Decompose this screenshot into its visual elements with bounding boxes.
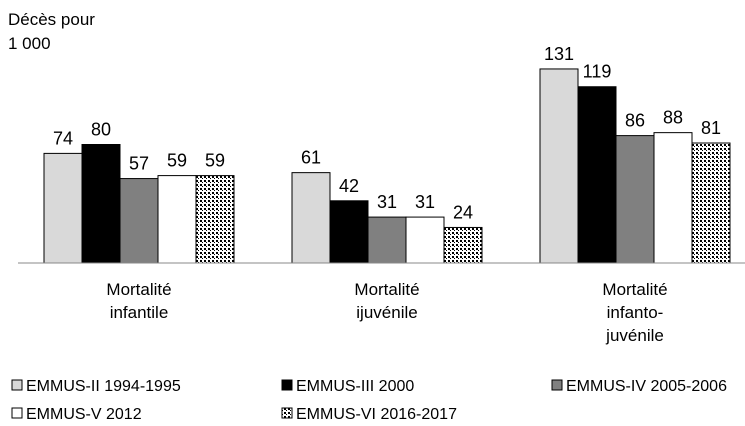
bar xyxy=(291,172,331,264)
data-label: 59 xyxy=(167,151,187,171)
legend-swatch xyxy=(11,407,23,419)
bar xyxy=(577,86,617,264)
bar xyxy=(367,216,407,264)
data-label: 81 xyxy=(701,118,721,138)
bar xyxy=(119,178,159,264)
data-label: 131 xyxy=(544,44,574,64)
legend-swatch xyxy=(551,379,563,391)
x-tick-label: Mortalité infanto-juvénile xyxy=(602,280,668,345)
legend-label: EMMUS-V 2012 xyxy=(26,406,142,423)
legend-label: EMMUS-III 2000 xyxy=(296,378,414,395)
bar xyxy=(443,226,483,264)
data-label: 59 xyxy=(205,151,225,171)
y-axis-label: Décès pour 1 000 xyxy=(8,10,95,53)
data-label: 57 xyxy=(129,154,149,174)
data-label: 80 xyxy=(91,120,111,140)
bar xyxy=(615,135,655,264)
legend-swatch xyxy=(281,407,293,419)
data-label: 31 xyxy=(377,192,397,212)
data-label: 119 xyxy=(583,62,612,82)
bar xyxy=(195,175,235,264)
bar xyxy=(691,142,731,264)
legend-swatch xyxy=(11,379,23,391)
data-label: 31 xyxy=(415,192,435,212)
bar xyxy=(405,216,445,264)
legend-label: EMMUS-IV 2005-2006 xyxy=(566,378,727,395)
bar xyxy=(653,132,693,264)
data-label: 61 xyxy=(301,148,321,168)
legend-swatch xyxy=(281,379,293,391)
bar xyxy=(539,68,579,264)
legend-label: EMMUS-II 1994-1995 xyxy=(26,378,181,395)
bar xyxy=(81,144,121,264)
data-label: 86 xyxy=(625,111,645,131)
data-label: 24 xyxy=(453,202,473,222)
data-label: 74 xyxy=(53,128,73,148)
x-tick-label: Mortalité ijuvénile xyxy=(354,280,420,322)
legend-label: EMMUS-VI 2016-2017 xyxy=(296,406,457,423)
bar xyxy=(43,152,83,264)
bar xyxy=(157,175,197,264)
bar xyxy=(329,200,369,264)
data-label: 42 xyxy=(339,176,359,196)
data-label: 88 xyxy=(663,108,683,128)
x-tick-label: Mortalité infantile xyxy=(106,280,172,322)
